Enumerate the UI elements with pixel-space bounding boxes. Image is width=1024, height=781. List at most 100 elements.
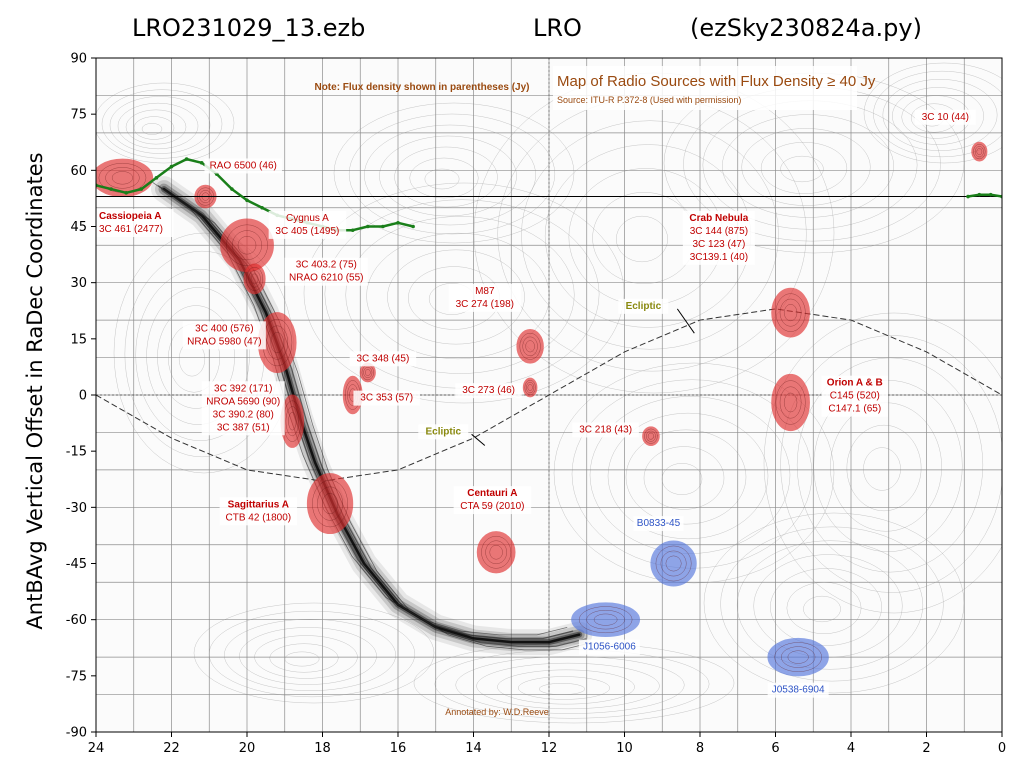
label-line: 3C 353 (57) <box>360 393 413 404</box>
contour-line <box>434 649 710 719</box>
contour-line <box>387 249 525 345</box>
label-ecliptic: Ecliptic <box>618 298 669 314</box>
source-contour <box>775 380 806 425</box>
source-m87 <box>516 328 544 364</box>
x-tick-label: 2 <box>922 741 930 756</box>
axes: 24 22 20 18 16 14 12 10 8 6 4 2 09075604530150-15-30… <box>66 52 1006 757</box>
source-contour <box>783 392 798 413</box>
contour-line <box>413 642 735 724</box>
label-line: 3C139.1 (40) <box>690 252 748 263</box>
x-tick-label: 14 <box>465 741 482 756</box>
y-tick-label: -60 <box>66 613 87 628</box>
contour-line <box>125 109 187 145</box>
x-tick-label: 12 <box>541 741 558 756</box>
source-ellipse <box>767 637 829 677</box>
series-point <box>109 187 113 191</box>
source-contour <box>586 609 625 630</box>
label-line: CTB 42 (1800) <box>226 512 292 523</box>
contour-line <box>101 89 223 159</box>
source-3c-273 <box>522 377 538 398</box>
label-background <box>448 283 521 312</box>
source-contour <box>105 167 140 189</box>
source-contour <box>647 432 654 440</box>
contour-line <box>379 135 517 217</box>
label-background <box>201 381 285 436</box>
source-contour <box>660 550 687 577</box>
source-contour <box>485 540 507 565</box>
series-point <box>230 187 234 191</box>
series-point <box>977 192 982 197</box>
source-contour <box>489 545 503 560</box>
source-ellipse <box>306 473 354 535</box>
contour-line <box>96 82 235 164</box>
contour-line <box>364 124 536 226</box>
contour-line <box>117 102 199 150</box>
label-background <box>182 321 266 350</box>
contour-line <box>760 142 848 194</box>
series-point <box>988 192 993 197</box>
source-contour <box>248 270 261 288</box>
source-ellipse <box>642 426 660 447</box>
contour-line <box>720 526 944 682</box>
contour-line <box>224 619 396 691</box>
contour-line <box>736 540 924 670</box>
source-j1056-6006 <box>571 602 641 638</box>
title-panel <box>553 66 857 110</box>
contour-line <box>348 113 556 235</box>
label-line: Cassiopeia A <box>99 211 161 222</box>
source-3c-218 <box>642 426 660 447</box>
source-b0833-45 <box>650 540 697 587</box>
source-contour <box>644 428 658 444</box>
contour-line <box>643 446 725 510</box>
credit: Annotated by: W.D.Reeve <box>445 707 549 717</box>
source-contour <box>525 340 535 353</box>
label-crab-nebula: Crab Nebula 3C 144 (875) 3C 123 (47) 3C139.… <box>682 210 755 265</box>
source-labels: RAO 6500 (46) Cassiopeia A 3C 461 (2477) Cy… <box>96 109 976 698</box>
label-line: NRAO 6210 (55) <box>289 273 363 284</box>
label-line: Cygnus A <box>286 213 329 224</box>
source-contour <box>231 230 263 261</box>
source-ellipse <box>650 540 697 587</box>
source-contour <box>363 367 373 379</box>
source-ellipse <box>476 531 516 574</box>
ecliptic <box>96 308 1002 482</box>
label-background <box>284 257 368 286</box>
label-line: 3C 390.2 (80) <box>213 409 274 420</box>
source-cygnus-a <box>220 218 274 272</box>
label-background <box>767 682 829 698</box>
label-3c-218-43-: 3C 218 (43) <box>572 422 639 438</box>
source-ellipse <box>571 602 641 638</box>
contour-line <box>863 447 901 491</box>
label-line: NRAO 5980 (47) <box>187 336 261 347</box>
contour-line <box>157 305 235 409</box>
label-line: Orion A & B <box>827 378 883 389</box>
label-background <box>914 109 976 125</box>
source-contour <box>226 224 268 266</box>
label-background <box>633 516 684 532</box>
source-contour <box>524 379 536 396</box>
contour-line <box>333 102 575 244</box>
label-centauri-a: Centauri A CTA 59 (2010) <box>453 486 532 515</box>
label-background <box>204 158 282 174</box>
source-contour <box>779 386 802 419</box>
label-line: Ecliptic <box>426 426 462 437</box>
label-line: Centauri A <box>467 488 517 499</box>
contour-line <box>770 568 882 646</box>
contour-line <box>141 123 163 135</box>
source-contour <box>593 613 618 626</box>
label-background <box>821 375 889 417</box>
source-contour <box>578 606 633 634</box>
label-background <box>349 351 417 367</box>
source-contour <box>364 369 371 376</box>
label-line: RAO 6500 (46) <box>210 160 277 171</box>
contour-background <box>96 62 1002 724</box>
source-ellipse <box>220 218 274 272</box>
series-point <box>396 220 400 225</box>
contour-line <box>882 79 998 151</box>
label-background <box>96 209 174 238</box>
x-tick-label: 18 <box>314 741 331 756</box>
label-background <box>618 298 669 314</box>
label-line: CTA 59 (2010) <box>460 501 524 512</box>
series-point <box>199 161 204 165</box>
